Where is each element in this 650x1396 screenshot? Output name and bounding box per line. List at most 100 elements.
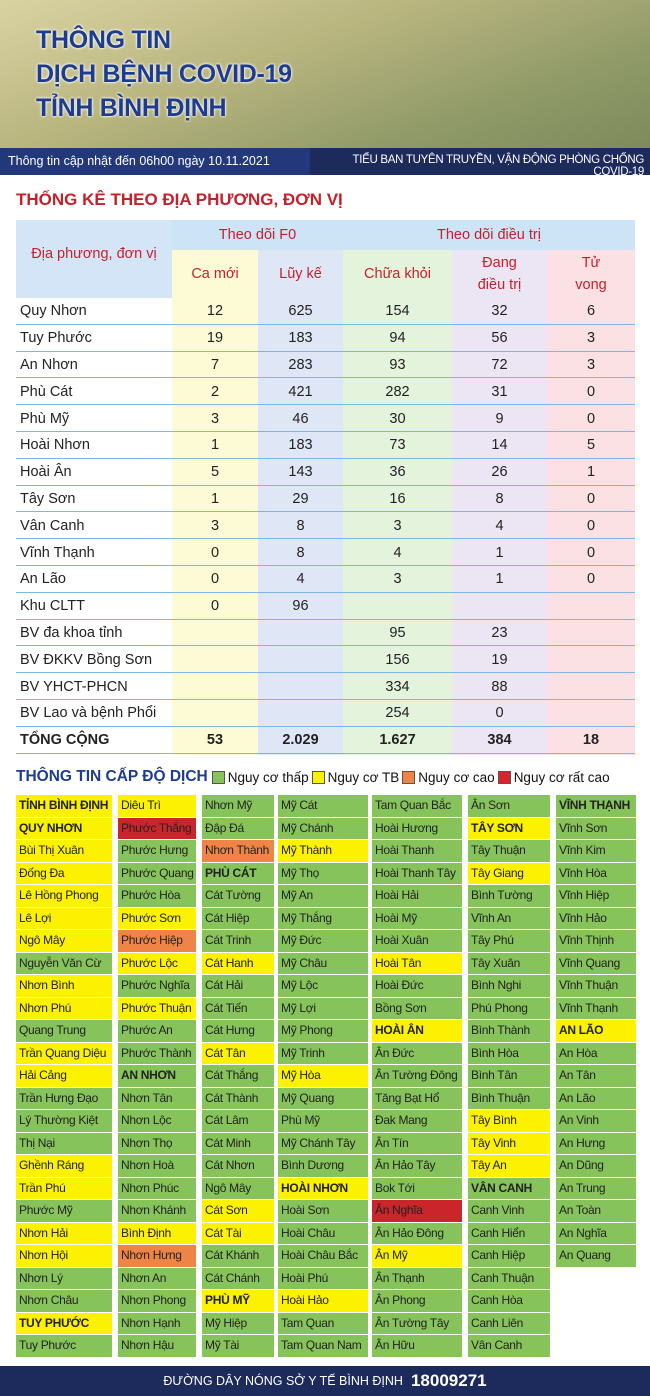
area-cell: Nhơn Hội bbox=[16, 1245, 112, 1268]
area-cell: Nhơn Hoà bbox=[118, 1155, 196, 1178]
row-value: 6 bbox=[586, 303, 596, 320]
area-cell: Mỹ Thành bbox=[278, 840, 368, 863]
area-cell: Thị Nại bbox=[16, 1132, 112, 1155]
levels-title: THÔNG TIN CẤP ĐỘ DỊCH bbox=[16, 768, 208, 785]
area-cell: Vĩnh Quang bbox=[556, 952, 636, 975]
area-cell: Nhơn Khánh bbox=[118, 1200, 196, 1223]
area-cell: Ân Hảo Đông bbox=[372, 1222, 462, 1245]
column-header: Tử vong bbox=[547, 250, 635, 298]
area-cell: Hoài Mỹ bbox=[372, 907, 462, 930]
row-name: BV đa khoa tỉnh bbox=[20, 624, 123, 641]
row-name: Vân Canh bbox=[20, 517, 85, 534]
area-cell: Hoài Đức bbox=[372, 975, 462, 998]
row-line bbox=[16, 431, 635, 432]
legend-label: Nguy cơ cao bbox=[418, 769, 495, 785]
area-cell: Ghềnh Ráng bbox=[16, 1155, 112, 1178]
row-line bbox=[16, 323, 635, 325]
row-name: Vĩnh Thạnh bbox=[20, 544, 95, 561]
area-cell: Hoài Phú bbox=[278, 1267, 368, 1290]
row-value: 183 bbox=[288, 330, 313, 347]
area-cell: Phước Hưng bbox=[118, 840, 196, 863]
row-value: 0 bbox=[586, 383, 596, 400]
area-cell: Mỹ Đức bbox=[278, 930, 368, 953]
area-cell: Đập Đá bbox=[202, 817, 274, 840]
area-header: AN NHƠN bbox=[118, 1065, 196, 1088]
area-cell: Tam Quan bbox=[278, 1312, 368, 1335]
row-value: 1 bbox=[495, 571, 504, 588]
area-header: QUY NHƠN bbox=[16, 817, 112, 840]
hotline-label: ĐƯỜNG DÂY NÓNG SỞ Y TẾ BÌNH ĐỊNH bbox=[163, 1374, 403, 1388]
row-value: 3 bbox=[393, 517, 402, 534]
row-value: 8 bbox=[296, 544, 305, 561]
area-cell: Ân Tường Đông bbox=[372, 1065, 462, 1088]
row-value: 2 bbox=[210, 383, 220, 400]
area-cell: Mỹ Hòa bbox=[278, 1065, 368, 1088]
area-cell: Quang Trung bbox=[16, 1020, 112, 1043]
row-value: 0 bbox=[210, 598, 220, 615]
row-value: 143 bbox=[288, 464, 313, 481]
row-line bbox=[16, 538, 635, 540]
area-cell: Vĩnh Hiệp bbox=[556, 885, 636, 908]
area-cell: Cát Nhơn bbox=[202, 1155, 274, 1178]
area-cell: Hoài Thanh bbox=[372, 840, 462, 863]
area-cell: Ân Nghĩa bbox=[372, 1200, 462, 1223]
row-line bbox=[16, 699, 635, 700]
group-header: Theo dõi F0 bbox=[172, 220, 343, 250]
area-cell: Tây Vinh bbox=[468, 1132, 550, 1155]
area-cell: Nhơn Hạnh bbox=[118, 1312, 196, 1335]
area-cell: Tây Phú bbox=[468, 930, 550, 953]
row-value: 1 bbox=[210, 490, 220, 507]
area-cell: Cát Tiến bbox=[202, 997, 274, 1020]
levels-legend: THÔNG TIN CẤP ĐỘ DỊCH Nguy cơ thấp Nguy c… bbox=[16, 766, 646, 788]
table-title: THỐNG KÊ THEO ĐỊA PHƯƠNG, ĐƠN VỊ bbox=[16, 190, 343, 209]
area-cell: Mỹ Châu bbox=[278, 952, 368, 975]
area-cell: Mỹ Cát bbox=[278, 795, 368, 818]
row-value: 72 bbox=[491, 356, 508, 373]
name-header: Địa phương, đơn vị bbox=[16, 220, 172, 298]
area-cell: Bình Thuận bbox=[468, 1087, 550, 1110]
title-line: TỈNH BÌNH ĐỊNH bbox=[36, 94, 227, 122]
area-cell: Nguyễn Văn Cừ bbox=[16, 952, 112, 975]
legend-swatch bbox=[211, 770, 225, 784]
area-cell: Nhơn Tân bbox=[118, 1087, 196, 1110]
legend-label: Nguy cơ thấp bbox=[227, 769, 309, 785]
row-value: 93 bbox=[389, 356, 406, 373]
area-cell: Mỹ Chánh bbox=[278, 817, 368, 840]
row-value: 0 bbox=[210, 544, 220, 561]
row-value: 3 bbox=[210, 517, 220, 534]
area-cell: An Lão bbox=[556, 1087, 636, 1110]
row-name: Khu CLTT bbox=[20, 598, 86, 615]
area-cell: Bình Thành bbox=[468, 1020, 550, 1043]
row-value: 30 bbox=[389, 410, 406, 427]
column-bg bbox=[172, 298, 258, 755]
area-cell: Bồng Sơn bbox=[372, 997, 462, 1020]
area-cell: An Tân bbox=[556, 1065, 636, 1088]
area-cell: Mỹ Hiệp bbox=[202, 1312, 274, 1335]
area-cell: Tăng Bạt Hổ bbox=[372, 1087, 462, 1110]
area-cell: Cát Thắng bbox=[202, 1065, 274, 1088]
area-cell: Tây Thuận bbox=[468, 840, 550, 863]
area-cell: Nhơn Thành bbox=[202, 840, 274, 863]
title-line: THÔNG TIN bbox=[36, 26, 171, 54]
area-cell: Cát Sơn bbox=[202, 1200, 274, 1223]
column-header: Ca mới bbox=[172, 250, 258, 298]
area-cell: Ân Hữu bbox=[372, 1335, 462, 1358]
row-name: BV Lao và bệnh Phổi bbox=[20, 705, 157, 722]
area-cell: Cát Tài bbox=[202, 1222, 274, 1245]
row-value: 3 bbox=[393, 571, 402, 588]
row-value: 3 bbox=[586, 356, 596, 373]
area-cell: Nhơn Lộc bbox=[118, 1110, 196, 1133]
row-value: 23 bbox=[491, 624, 508, 641]
area-cell: Mỹ Chánh Tây bbox=[278, 1132, 368, 1155]
area-cell: Hoài Hảo bbox=[278, 1290, 368, 1313]
area-cell: Phước Hòa bbox=[118, 885, 196, 908]
area-cell: Tuy Phước bbox=[16, 1335, 112, 1358]
area-cell: Trần Quang Diệu bbox=[16, 1042, 112, 1065]
area-cell: Mỹ Tài bbox=[202, 1335, 274, 1358]
area-header: AN LÃO bbox=[556, 1020, 636, 1043]
area-cell: Cát Tân bbox=[202, 1042, 274, 1065]
row-line bbox=[16, 457, 635, 459]
column-bg bbox=[343, 298, 452, 755]
area-cell: Tam Quan Bắc bbox=[372, 795, 462, 818]
row-line bbox=[16, 752, 635, 754]
